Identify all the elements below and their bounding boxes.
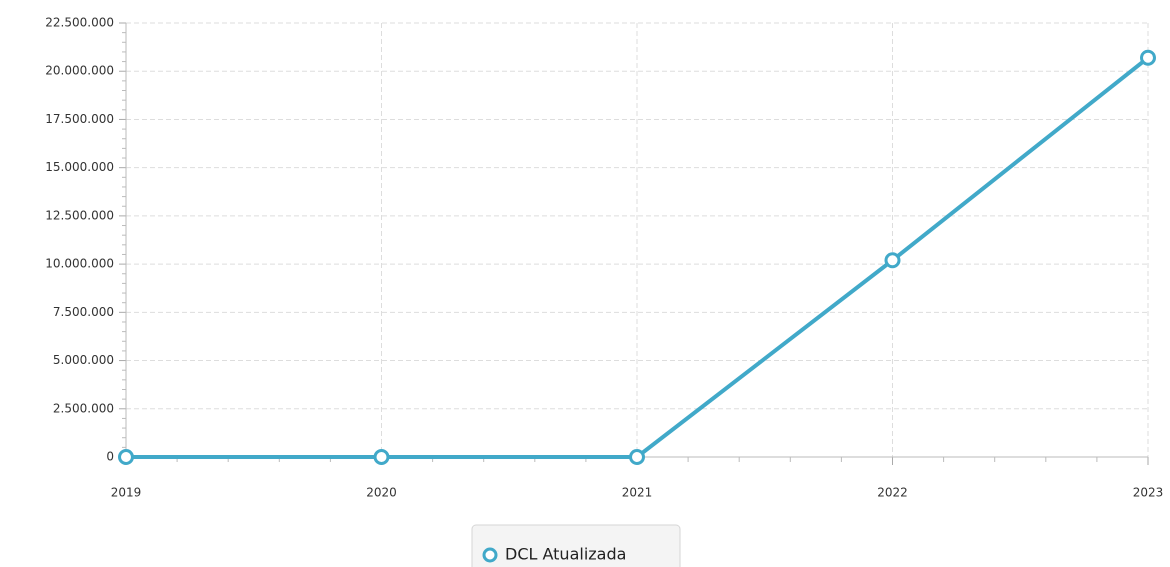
y-tick-label: 17.500.000 — [45, 112, 114, 126]
y-tick-label: 2.500.000 — [53, 401, 114, 415]
x-tick-label: 2020 — [366, 486, 397, 500]
y-tick-label: 12.500.000 — [45, 208, 114, 222]
x-tick-label: 2019 — [111, 486, 142, 500]
point — [1140, 49, 1156, 66]
x-tick-label: 2023 — [1133, 486, 1164, 500]
x-tick-label: 2021 — [622, 486, 653, 500]
point — [118, 449, 134, 465]
point — [629, 449, 645, 465]
legend-label: DCL Atualizada — [505, 545, 626, 564]
point — [373, 449, 390, 465]
y-tick-label: 22.500.000 — [45, 16, 114, 30]
point — [884, 252, 901, 269]
y-tick-label: 20.000.000 — [45, 64, 114, 78]
x-tick-label: 2022 — [877, 486, 908, 500]
legend-marker — [482, 547, 498, 563]
legend-box — [471, 524, 681, 567]
y-tick-label: 10.000.000 — [45, 257, 114, 271]
y-tick-label: 0 — [106, 450, 114, 464]
y-tick-label: 7.500.000 — [53, 305, 114, 319]
y-tick-label: 15.000.000 — [45, 160, 114, 174]
y-tick-label: 5.000.000 — [53, 353, 114, 367]
